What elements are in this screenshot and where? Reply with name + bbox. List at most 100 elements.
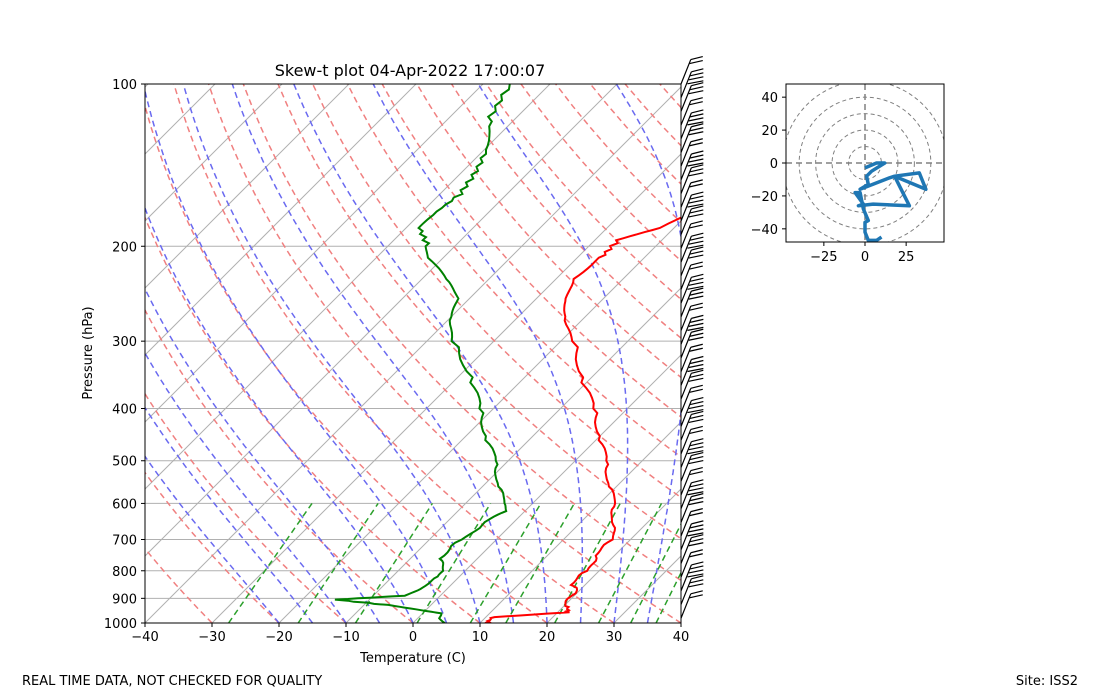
data-quality-note: REAL TIME DATA, NOT CHECKED FOR QUALITY: [22, 674, 323, 689]
isotherm-line: [412, 354, 681, 623]
wind-barb: [680, 273, 704, 304]
wind-barb-shaft: [680, 141, 692, 167]
wind-barb-feather: [691, 575, 704, 580]
wind-barb-feather: [687, 532, 704, 537]
wind-barb-feather: [689, 72, 704, 77]
wind-barb-feather: [689, 113, 704, 118]
wind-barb-feather: [689, 168, 704, 173]
wind-barb: [680, 191, 704, 222]
isotherm-line: [145, 84, 551, 490]
wind-barb-shaft: [680, 523, 692, 550]
wind-barb-feather: [688, 281, 704, 286]
y-tick-label: 1000: [104, 617, 137, 632]
wind-barb-feather: [687, 80, 704, 85]
wind-barb-feather: [691, 479, 704, 484]
wind-barb-feather: [691, 273, 704, 278]
wind-barb-feather: [688, 254, 704, 259]
isotherm-line: [479, 421, 681, 623]
wind-barb-feather: [691, 314, 704, 319]
moist-adiabat-line: [145, 206, 414, 623]
hodo-y-tick-label: 40: [761, 91, 778, 106]
wind-barb-feather: [689, 236, 704, 241]
moist-adiabat-line: [372, 84, 584, 623]
wind-barb-feather: [691, 451, 704, 457]
wind-barb-feather: [689, 553, 703, 558]
wind-barb-shaft: [680, 290, 692, 318]
wind-barb: [680, 82, 704, 112]
mixing-ratio-line: [469, 503, 542, 623]
wind-barb-feather: [687, 491, 704, 496]
isotherm-line: [145, 86, 681, 623]
wind-barb-feather: [689, 142, 703, 147]
wind-barb-shaft: [680, 552, 692, 578]
wind-barb-feather: [689, 400, 704, 406]
y-tick-label: 400: [112, 403, 137, 418]
isotherm-line: [345, 287, 681, 623]
isotherm-line: [211, 153, 681, 623]
wind-barb-feather: [690, 508, 703, 513]
wind-barb-feather: [689, 512, 703, 517]
y-axis-label: Pressure (hPa): [81, 306, 96, 399]
wind-barb-feather: [687, 203, 704, 208]
dry-adiabat-line: [145, 215, 481, 623]
wind-barb-feather: [688, 213, 704, 218]
wind-barb-feather: [688, 322, 704, 327]
wind-barb: [680, 561, 704, 592]
dry-adiabat-line: [381, 84, 681, 418]
wind-barb-shaft: [680, 153, 692, 181]
moist-adiabat-line: [145, 406, 314, 623]
wind-barb-feather: [689, 442, 704, 447]
x-tick-label: 40: [673, 630, 690, 645]
wind-barb-feather: [689, 332, 704, 337]
wind-barb-feather: [689, 265, 703, 270]
dry-adiabat-line: [277, 84, 681, 540]
wind-barb-shaft: [680, 359, 692, 386]
wind-barb-feather: [689, 306, 703, 311]
wind-barb: [680, 384, 703, 414]
wind-barb: [680, 466, 703, 496]
mixing-ratio-line: [630, 522, 681, 623]
dry-adiabat-line: [450, 84, 681, 340]
wind-barb: [680, 369, 704, 400]
x-tick-label: −10: [332, 630, 359, 645]
wind-barb-feather: [689, 483, 704, 488]
wind-barb-feather: [689, 579, 704, 584]
wind-barb-feather: [690, 384, 703, 389]
x-tick-label: −30: [198, 630, 225, 645]
isotherm-line: [278, 220, 681, 623]
dry-adiabat-line: [145, 103, 548, 623]
wind-barb-feather: [688, 76, 704, 81]
wind-barb: [680, 220, 703, 249]
wind-barb-shaft: [680, 455, 692, 482]
x-tick-label: −20: [265, 630, 292, 645]
wind-barb-feather: [690, 425, 703, 431]
isotherm-line: [145, 84, 216, 155]
moist-adiabat-line: [715, 84, 863, 623]
moist-adiabat-line: [477, 84, 629, 623]
isotherm-line: [145, 84, 350, 289]
wind-barb-shaft: [680, 223, 692, 249]
hodo-x-tick-label: −25: [810, 250, 837, 265]
moist-adiabat-line: [293, 84, 548, 623]
wind-barb-feather: [689, 101, 703, 106]
x-tick-label: 20: [539, 630, 556, 645]
wind-barb-feather: [689, 414, 704, 420]
wind-barb: [680, 232, 704, 263]
wind-barb-feather: [687, 573, 704, 578]
wind-barb-feather: [690, 55, 703, 61]
wind-barb: [680, 150, 704, 181]
wind-barb-feather: [691, 410, 704, 416]
hodo-y-tick-label: 20: [761, 124, 778, 139]
wind-barb-feather: [689, 209, 704, 214]
wind-barb-feather: [691, 82, 704, 87]
wind-barb-feather: [688, 542, 704, 547]
wind-barb-shaft: [680, 511, 692, 537]
wind-barb: [680, 575, 704, 605]
wind-barb-feather: [690, 138, 703, 143]
wind-barb: [680, 109, 704, 140]
wind-barb-feather: [691, 150, 704, 155]
wind-barb-shaft: [680, 85, 692, 112]
dry-adiabat-line: [242, 84, 681, 582]
wind-barb-feather: [691, 246, 704, 251]
wind-barb: [680, 425, 703, 455]
